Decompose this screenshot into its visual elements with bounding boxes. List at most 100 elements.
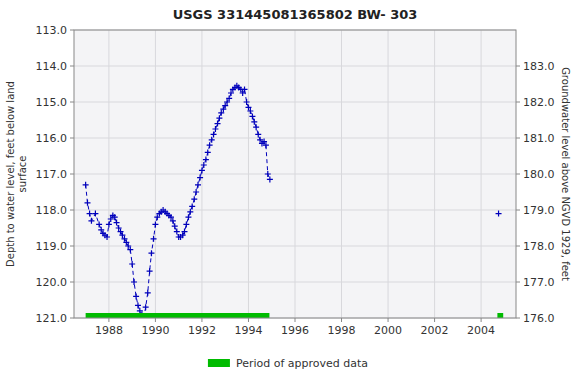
tick-label-y: 114.0 [36,60,68,73]
point [263,142,269,148]
tick-label-y: 118.0 [36,204,68,217]
point [251,119,257,125]
point [104,234,110,240]
data [83,83,504,318]
point [133,293,139,299]
point [207,142,213,148]
tick-x [388,318,389,322]
legend-swatch [208,359,230,367]
point [174,229,180,235]
chart: 198819901992199419961998200020022004113.… [0,0,576,384]
point [242,86,248,92]
tick-y [70,318,74,319]
point [172,223,178,229]
tick-label-y: 121.0 [36,312,68,325]
point [212,126,218,132]
point [195,182,201,188]
tick-y [70,282,74,283]
point [170,218,176,224]
point [114,220,120,226]
point [185,214,191,220]
tick-y2 [516,174,520,175]
point [191,196,197,202]
plot-area [74,30,516,318]
point [88,218,94,224]
grid-line-y [74,210,516,211]
tick-y [70,30,74,31]
tick-label-y: 113.0 [36,24,68,37]
point [135,302,141,308]
tick-label-x: 1998 [328,324,356,337]
tick-label-y2: 178.0 [523,240,555,253]
tick-x [201,318,202,322]
tick-y [70,174,74,175]
tick-y2 [516,102,520,103]
tick-x [295,318,296,322]
point [152,221,158,227]
tick-y2 [516,282,520,283]
point [143,304,149,310]
point [84,200,90,206]
grid-line-y [74,246,516,247]
tick-label-x: 1994 [234,324,262,337]
tick-label-x: 2000 [374,324,402,337]
point [129,261,135,267]
point [127,247,133,253]
grid-line-y [74,138,516,139]
tick-label-y: 119.0 [36,240,68,253]
approved-span [86,313,270,318]
point [151,236,157,242]
tick-label-y2: 181.0 [523,132,555,145]
tick-label-y2: 179.0 [523,204,555,217]
grid-line-y [74,102,516,103]
tick-x [434,318,435,322]
point [267,176,273,182]
point [112,214,118,220]
tick-y [70,246,74,247]
tick-x [248,318,249,322]
y2-axis-label: Groundwater level above NGVD 1929, feet [560,67,571,281]
tick-label-x: 1992 [188,324,216,337]
tick-x [155,318,156,322]
grid-line-y [74,66,516,67]
point [211,131,217,137]
tick-label-y2: 180.0 [523,168,555,181]
point [131,279,137,285]
tick-label-x: 2002 [421,324,449,337]
tick-label-y: 115.0 [36,96,68,109]
point [247,108,253,114]
point [249,113,255,119]
tick-label-y2: 182.0 [523,96,555,109]
tick-y2 [516,66,520,67]
point [496,211,502,217]
point [201,162,207,168]
point [148,250,154,256]
point [147,268,153,274]
tick-label-x: 1996 [281,324,309,337]
grid-line-y [74,174,516,175]
point [209,137,215,143]
tick-y [70,102,74,103]
tick-y2 [516,318,520,319]
tick-x [481,318,482,322]
tick-label-y: 117.0 [36,168,68,181]
tick-y [70,210,74,211]
tick-label-x: 1988 [95,324,123,337]
point [193,189,199,195]
tick-x [108,318,109,322]
point [92,211,98,217]
point [215,121,221,127]
point [255,131,261,137]
point [187,209,193,215]
point [182,229,188,235]
point [145,290,151,296]
tick-y [70,138,74,139]
approved-span [497,313,503,318]
point [197,175,203,181]
point [226,95,232,101]
point [199,167,205,173]
point [216,115,222,121]
series-line [86,86,270,318]
point [83,182,89,188]
grid [74,30,516,318]
